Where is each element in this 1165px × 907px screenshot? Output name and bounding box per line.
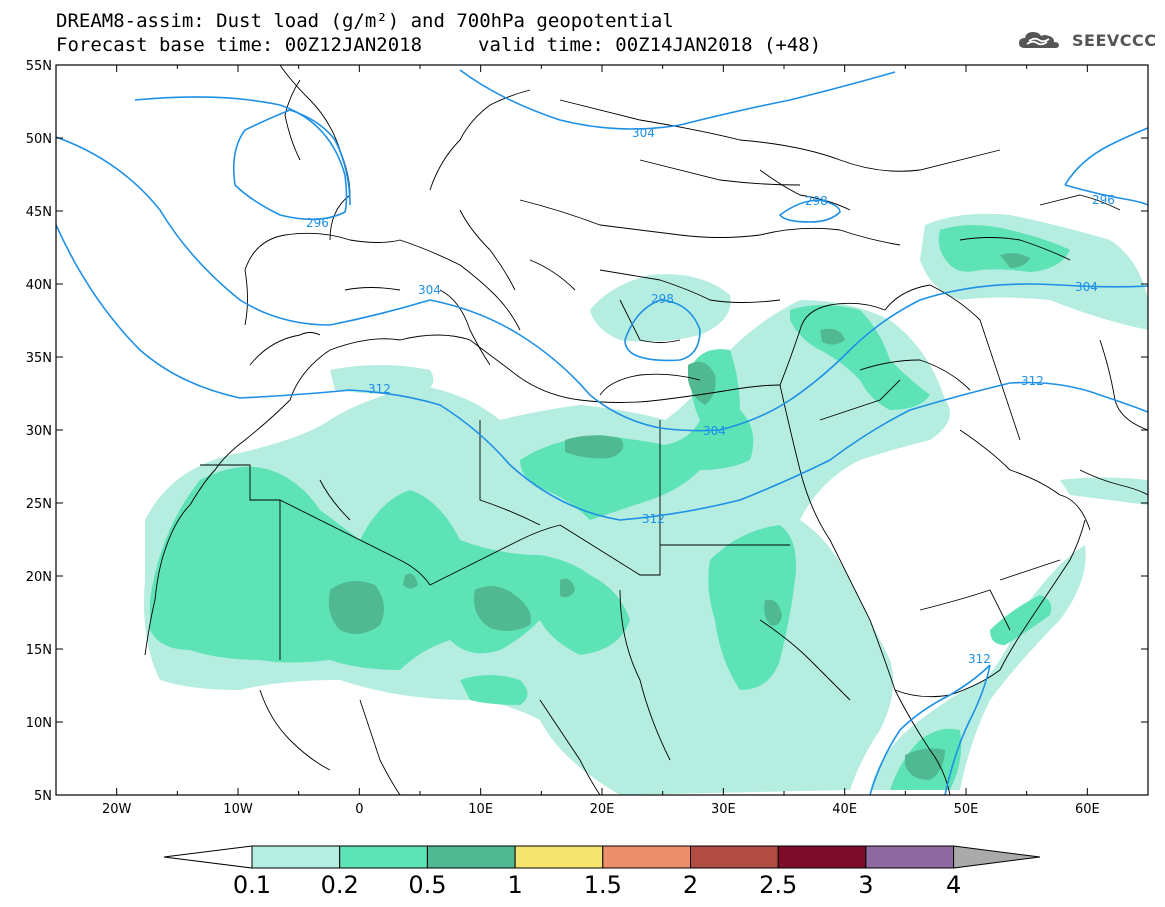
contour-label: 304 [418,283,441,297]
colorbar-label: 3 [858,871,873,899]
contour-label: 312 [968,652,991,666]
geopotential-contours [56,69,1148,795]
axis-labels: 20W 10W 0 10E 20E 30E 40E 50E 60E 55N 50N 45N 40N 35N… [26,59,1100,817]
lon-label: 10W [223,802,253,817]
lat-label: 35N [26,351,52,366]
colorbar-label: 0.2 [321,871,359,899]
coastlines-borders [144,65,1148,795]
cloud-icon [1019,32,1059,48]
lat-label: 55N [26,59,52,74]
forecast-base-time: Forecast base time: 00Z12JAN2018 [56,34,423,56]
colorbar-label: 2 [683,871,698,899]
colorbar-swatch [690,845,779,869]
lat-label: 45N [26,205,52,220]
lat-label: 10N [26,716,52,731]
lat-label: 50N [26,132,52,147]
colorbar-swatch [602,845,691,869]
axis-ticks [55,64,1149,796]
colorbar-swatch [865,845,955,869]
seevccc-logo: SEEVCCC [1017,28,1157,52]
lon-label: 40E [832,802,857,817]
lat-label: 30N [26,424,52,439]
lon-label: 20E [590,802,615,817]
contour-label: 312 [1021,374,1044,388]
contour-label: 298 [651,292,674,306]
valid-time: valid time: 00Z14JAN2018 (+48) [478,34,822,56]
dust-shading [144,213,1148,795]
colorbar-label: 1 [507,871,522,899]
contour-label: 304 [632,126,655,140]
lon-label: 20W [102,802,132,817]
lon-label: 60E [1075,802,1100,817]
colorbar-label: 0.5 [408,871,446,899]
colorbar-swatch [339,845,428,869]
colorbar-swatch [251,845,341,869]
colorbar-label: 4 [946,871,961,899]
lat-label: 5N [34,789,52,804]
colorbar-label: 0.1 [233,871,271,899]
colorbar-swatch [514,845,604,869]
lat-label: 20N [26,570,52,585]
lon-label: 0 [355,802,363,817]
logo-text: SEEVCCC [1072,30,1157,50]
map-title: DREAM8-assim: Dust load (g/m²) and 700hP… [56,10,674,32]
colorbar-swatch [777,845,867,869]
contour-labels: 296 304 304 298 312 304 312 312 312 296 … [306,126,1115,666]
contour-label: 298 [805,194,828,208]
contour-label: 304 [703,424,726,438]
colorbar-label: 2.5 [759,871,797,899]
lat-label: 40N [26,278,52,293]
lon-label: 50E [954,802,979,817]
colorbar-label: 1.5 [584,871,622,899]
colorbar-under-triangle [163,845,253,869]
contour-label: 304 [1075,280,1098,294]
lon-label: 10E [468,802,493,817]
lon-label: 30E [711,802,736,817]
colorbar: 0.1 0.2 0.5 1 1.5 2 2.5 3 4 [163,845,1041,899]
contour-label: 296 [1092,193,1115,207]
lat-label: 25N [26,497,52,512]
colorbar-over-triangle [953,845,1041,869]
contour-label: 312 [368,382,391,396]
contour-label: 296 [306,216,329,230]
colorbar-swatch [426,845,516,869]
contour-label: 312 [642,512,665,526]
lat-label: 15N [26,643,52,658]
